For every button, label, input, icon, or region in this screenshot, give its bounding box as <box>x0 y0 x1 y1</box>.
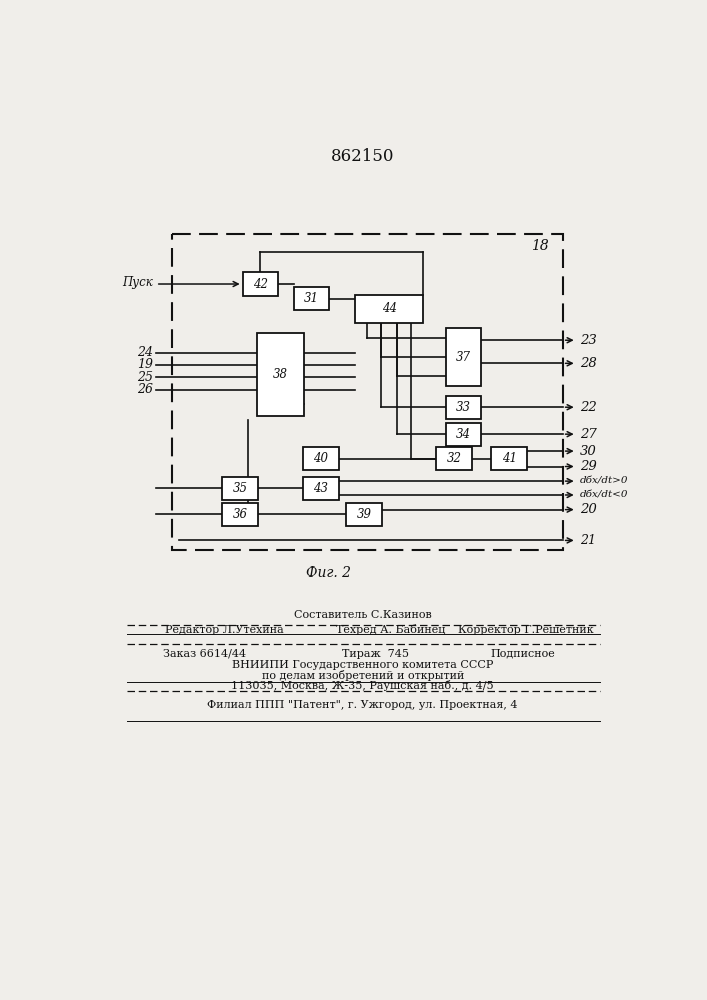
Text: 113035, Москва, Ж-35, Раушская наб., д. 4/5: 113035, Москва, Ж-35, Раушская наб., д. … <box>231 680 494 691</box>
Text: Корректор Г.Решетник: Корректор Г.Решетник <box>458 625 594 635</box>
Text: 43: 43 <box>313 482 328 495</box>
Text: 19: 19 <box>136 358 153 371</box>
Bar <box>293 287 329 310</box>
Bar <box>436 447 472 470</box>
Text: ВНИИПИ Государственного комитета СССР: ВНИИПИ Государственного комитета СССР <box>232 660 493 670</box>
Text: Составитель С.Казинов: Составитель С.Казинов <box>294 610 431 620</box>
Text: 862150: 862150 <box>331 148 395 165</box>
Text: 25: 25 <box>136 371 153 384</box>
Text: 27: 27 <box>580 428 597 441</box>
Bar <box>445 328 481 386</box>
Text: 23: 23 <box>580 334 597 347</box>
Text: Филиал ППП "Патент", г. Ужгород, ул. Проектная, 4: Филиал ППП "Патент", г. Ужгород, ул. Про… <box>207 700 518 710</box>
Text: 31: 31 <box>304 292 319 305</box>
Bar <box>303 477 339 500</box>
Text: Заказ 6614/44: Заказ 6614/44 <box>163 649 246 659</box>
Text: 44: 44 <box>382 302 397 315</box>
Text: dбx/dt>0: dбx/dt>0 <box>580 477 629 486</box>
Text: 39: 39 <box>357 508 372 521</box>
Text: 24: 24 <box>136 346 153 359</box>
Text: Редактор Л.Утехина: Редактор Л.Утехина <box>165 625 284 635</box>
Text: 20: 20 <box>580 503 597 516</box>
Text: 35: 35 <box>233 482 247 495</box>
Text: 18: 18 <box>530 239 549 253</box>
Text: 38: 38 <box>273 368 288 381</box>
Text: Фиг. 2: Фиг. 2 <box>306 566 351 580</box>
Text: Техред А. Бабинец: Техред А. Бабинец <box>336 624 445 635</box>
Text: Пуск: Пуск <box>122 276 153 289</box>
Bar <box>445 423 481 446</box>
Text: 28: 28 <box>580 357 597 370</box>
Text: 41: 41 <box>502 452 517 465</box>
Text: 30: 30 <box>580 445 597 458</box>
Text: 33: 33 <box>456 401 471 414</box>
Bar <box>257 333 304 416</box>
Text: 36: 36 <box>233 508 247 521</box>
Text: 29: 29 <box>580 460 597 473</box>
Text: 34: 34 <box>456 428 471 441</box>
Text: 21: 21 <box>580 534 596 547</box>
Text: 22: 22 <box>580 401 597 414</box>
Bar <box>303 447 339 470</box>
Bar <box>346 503 382 526</box>
Bar <box>355 295 423 323</box>
Text: dбx/dt<0: dбx/dt<0 <box>580 490 629 499</box>
Text: 37: 37 <box>456 351 471 364</box>
Text: Тираж  745: Тираж 745 <box>341 649 409 659</box>
Bar <box>491 447 527 470</box>
Bar <box>445 396 481 419</box>
Text: 32: 32 <box>447 452 462 465</box>
Bar <box>243 272 279 296</box>
Bar <box>223 477 258 500</box>
Text: 42: 42 <box>253 278 268 291</box>
Text: 26: 26 <box>136 383 153 396</box>
Text: Подписное: Подписное <box>490 649 555 659</box>
Bar <box>223 503 258 526</box>
Text: 40: 40 <box>313 452 328 465</box>
Text: по делам изобретений и открытий: по делам изобретений и открытий <box>262 670 464 681</box>
